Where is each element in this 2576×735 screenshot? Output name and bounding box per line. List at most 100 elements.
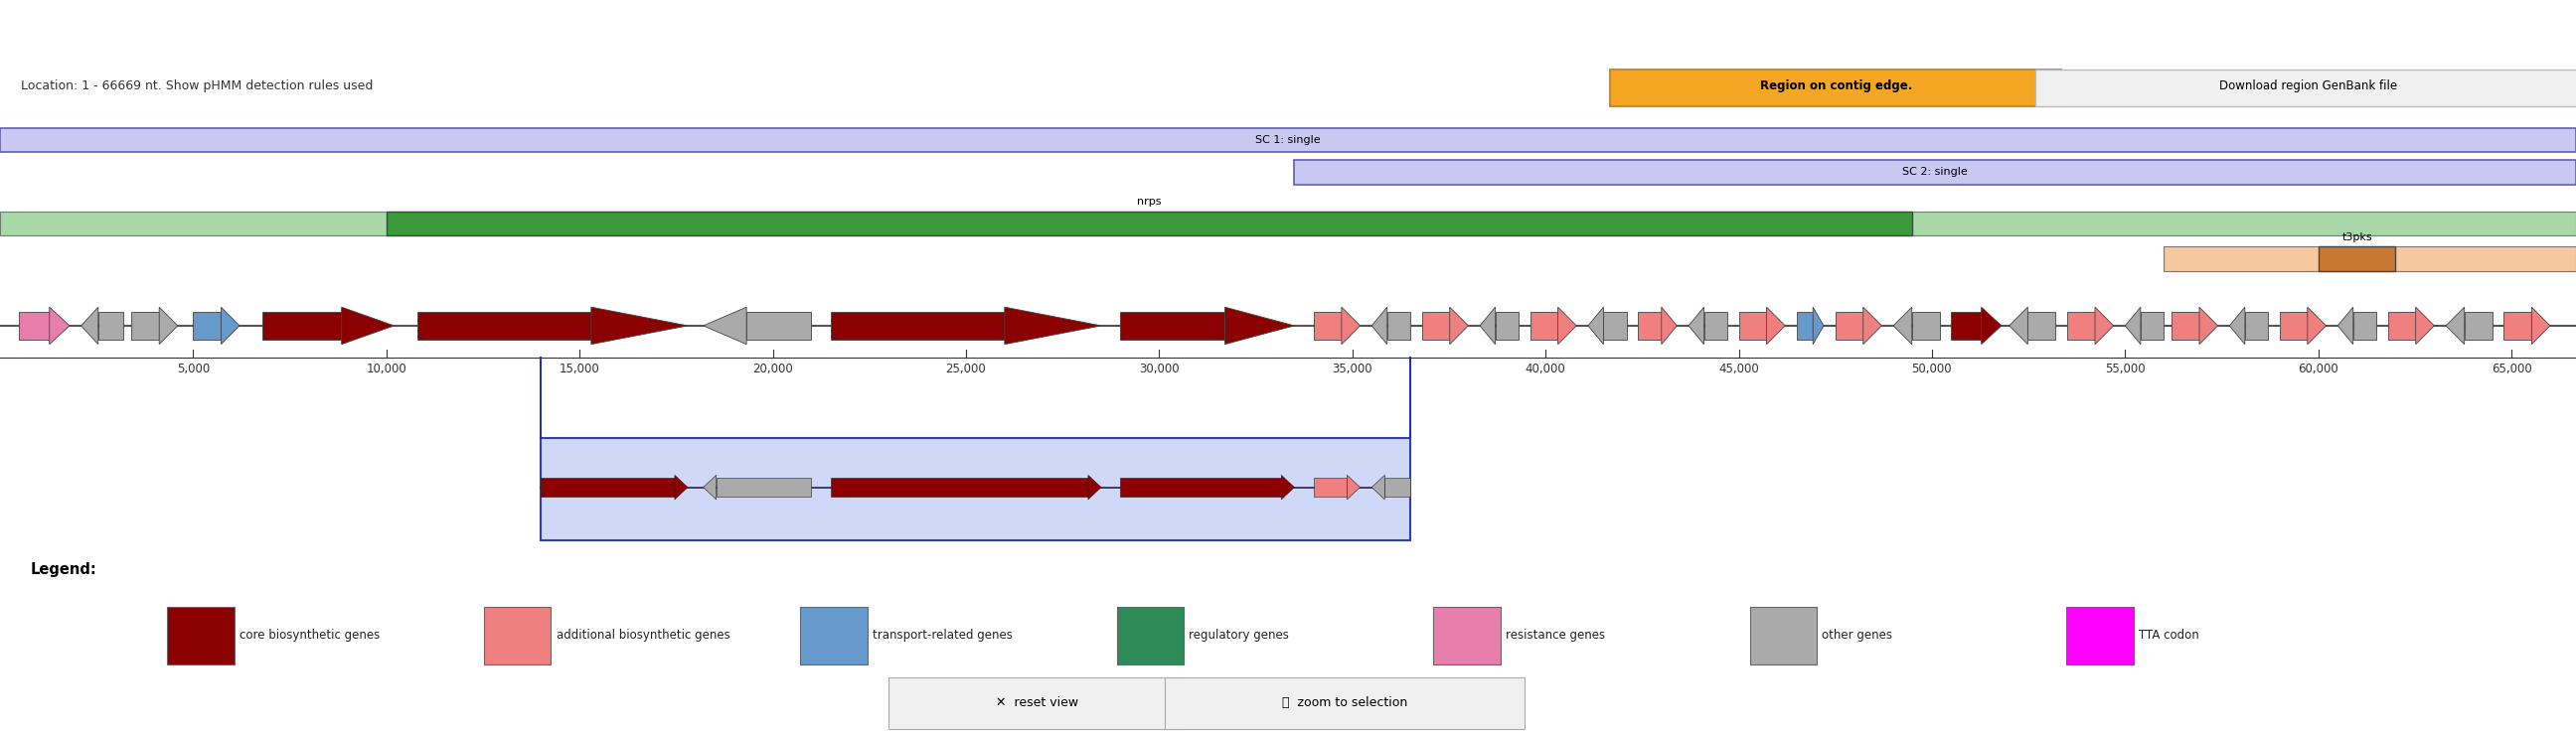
Bar [2164,247,2576,271]
Text: 5,000: 5,000 [178,363,209,376]
Polygon shape [1814,307,1824,344]
Bar [18,312,49,340]
Bar [829,478,1087,497]
Bar [1739,312,1767,340]
Text: Legend:: Legend: [31,562,98,578]
Polygon shape [222,307,240,344]
Bar [2141,312,2164,340]
Bar [1121,312,1224,340]
Bar [2352,312,2375,340]
Bar [1386,478,1409,497]
Polygon shape [675,475,688,500]
Bar [1950,312,1981,340]
Bar [98,312,124,340]
FancyBboxPatch shape [1118,606,1185,664]
Text: 55,000: 55,000 [2105,363,2146,376]
Text: t3pks: t3pks [2342,232,2372,243]
Bar [0,212,2576,236]
Polygon shape [1370,307,1386,344]
Text: Y16952 - Region 1 - Nrps-t3pks: Y16952 - Region 1 - Nrps-t3pks [21,21,386,41]
Polygon shape [1587,307,1602,344]
Text: 20,000: 20,000 [752,363,793,376]
Text: other genes: other genes [1821,629,1893,642]
Bar [2172,312,2200,340]
FancyBboxPatch shape [2066,606,2133,664]
Polygon shape [2336,307,2352,344]
Text: SC 2: single: SC 2: single [1904,168,1968,177]
Bar [829,312,1005,340]
Polygon shape [1981,307,2002,344]
Text: additional biosynthetic genes: additional biosynthetic genes [556,629,729,642]
Text: 45,000: 45,000 [1718,363,1759,376]
Bar [131,312,160,340]
Polygon shape [1767,307,1785,344]
Polygon shape [2228,307,2244,344]
Text: SC 1: single: SC 1: single [1255,135,1321,146]
Polygon shape [1893,307,1911,344]
Polygon shape [1280,475,1293,500]
Bar [1795,312,1814,340]
Bar [2027,312,2056,340]
Polygon shape [1687,307,1703,344]
Polygon shape [2200,307,2218,344]
FancyBboxPatch shape [167,606,234,664]
Polygon shape [1342,307,1360,344]
FancyBboxPatch shape [1610,70,2061,107]
Polygon shape [343,307,394,344]
Text: resistance genes: resistance genes [1504,629,1605,642]
Text: nrps: nrps [1139,197,1162,207]
Polygon shape [1479,307,1494,344]
Polygon shape [1224,307,1293,344]
FancyBboxPatch shape [2035,70,2576,107]
Bar [1703,312,1726,340]
Text: Download region GenBank file: Download region GenBank file [2218,79,2398,92]
Text: core biosynthetic genes: core biosynthetic genes [240,629,379,642]
Polygon shape [2094,307,2112,344]
Bar [417,312,590,340]
Bar [1602,312,1625,340]
Polygon shape [1370,475,1386,500]
Text: 50,000: 50,000 [1911,363,1953,376]
Polygon shape [80,307,98,344]
Bar [2504,312,2532,340]
Polygon shape [2416,307,2434,344]
Text: 35,000: 35,000 [1332,363,1373,376]
Text: 40,000: 40,000 [1525,363,1566,376]
Polygon shape [703,307,747,344]
Bar [747,312,811,340]
Polygon shape [703,475,716,500]
Polygon shape [1862,307,1880,344]
Bar [1638,312,1662,340]
Bar [1314,312,1342,340]
Text: 🔍  zoom to selection: 🔍 zoom to selection [1283,697,1406,709]
Text: regulatory genes: regulatory genes [1190,629,1288,642]
Bar [2388,312,2416,340]
FancyBboxPatch shape [1749,606,1816,664]
Polygon shape [160,307,178,344]
Polygon shape [590,307,688,344]
Bar [1121,478,1280,497]
Polygon shape [2532,307,2550,344]
Bar [193,312,222,340]
Text: ✕  reset view: ✕ reset view [994,697,1079,709]
Text: transport-related genes: transport-related genes [873,629,1012,642]
Polygon shape [1005,307,1100,344]
Bar [2280,312,2308,340]
FancyBboxPatch shape [889,677,1185,729]
Bar [541,478,675,497]
Bar [1834,312,1862,340]
Polygon shape [1558,307,1577,344]
Bar [2066,312,2094,340]
Text: 10,000: 10,000 [366,363,407,376]
Polygon shape [2125,307,2141,344]
Text: 65,000: 65,000 [2491,363,2532,376]
FancyBboxPatch shape [1164,677,1525,729]
Polygon shape [2308,307,2326,344]
Polygon shape [1087,475,1100,500]
FancyBboxPatch shape [801,606,868,664]
Text: 60,000: 60,000 [2298,363,2339,376]
Bar [2318,247,2396,271]
Text: 25,000: 25,000 [945,363,987,376]
Bar [1530,312,1558,340]
Polygon shape [49,307,70,344]
